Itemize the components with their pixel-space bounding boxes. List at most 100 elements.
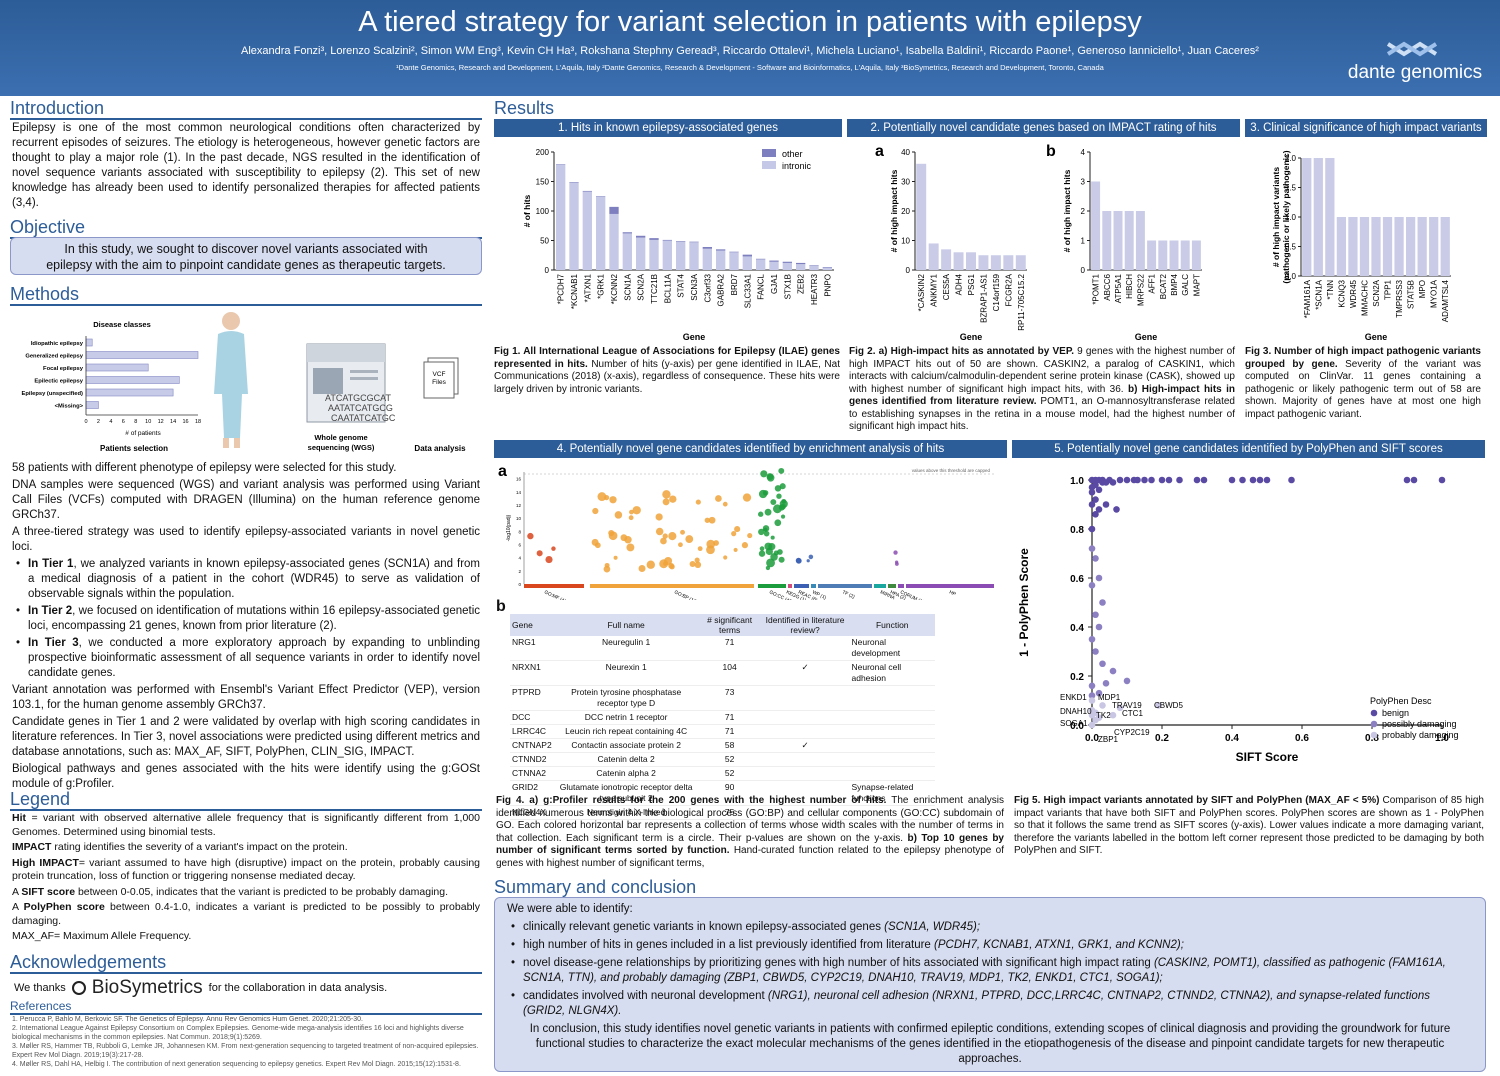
methods-figure: Disease classes Idiopathic epilepsy Gener… [21,312,466,453]
y-tick-label: 0 [518,582,521,587]
bar [978,255,989,270]
scatter-point [1134,476,1141,484]
tier3-bullet: In Tier 3, we conducted a more explorato… [12,636,480,681]
gene-table-grid: Gene Full name # significant terms Ident… [510,614,935,820]
y-tick-label: 20 [901,207,910,216]
legend-swatch [1370,709,1378,717]
category-bar [811,584,816,588]
bar-other [689,241,699,243]
y-tick-label: 150 [536,178,550,187]
bar [928,243,939,270]
term-point [780,514,786,519]
term-point [768,543,776,551]
term-point [592,507,599,515]
y-axis-label: # of high impact hits [889,169,899,252]
y-tick-label: 2 [518,569,521,574]
bar [1003,255,1014,270]
term-point [766,473,774,480]
wgs-label: Whole genome [314,433,367,442]
term-point [662,490,671,499]
x-tick-label: CES5A [942,273,951,300]
term-point [708,516,716,524]
bar-intronic [742,256,752,270]
bar [1147,240,1157,270]
scatter-point [1092,648,1099,655]
y-tick-label: 0.6 [1070,574,1084,585]
category-bar [906,584,994,588]
fig4a-chart: a values above this threshold are capped 0… [498,463,994,600]
bar [1429,217,1439,276]
term-point [770,499,777,506]
scatter-point [1088,488,1096,496]
x-tick-label: BZRAP1-AS1 [979,273,988,322]
term-point [668,562,675,569]
biosymetrics-logo-icon [71,981,86,995]
results-banner-5: 5. Potentially novel gene candidates ide… [1012,440,1485,458]
bar [953,252,964,270]
term-point [669,495,677,503]
term-point [734,526,741,533]
scatter-point [1239,476,1246,484]
term-point [655,527,664,536]
bar-other [596,196,606,197]
scatter-point [1228,476,1236,484]
table-row: PTPRD Protein tyrosine phosphatase recept… [510,685,935,711]
svg-text:VCF: VCF [433,371,446,378]
term-point [603,494,610,501]
x-tick-label: KCNQ3 [1337,279,1346,307]
methods-xlabel: # of patients [125,430,161,437]
legend-label: other [782,149,803,159]
bar-intronic [609,213,619,270]
term-point [758,528,765,536]
scatter-point [1095,486,1103,494]
refs-heading: References [10,999,482,1015]
legend-text: Hit = variant with observed alternative … [12,812,480,942]
scatter-point [1410,476,1418,484]
x-tick-label: *POMT1 [1092,273,1101,304]
y-tick-label: 6 [518,542,521,547]
bar-other [822,267,832,268]
bar-other [782,261,792,263]
bar-intronic [556,164,566,270]
x-tick-label: HIBCH [1125,274,1134,299]
point-annotation: CYP2C19 [1114,728,1150,737]
affiliations: ¹Dante Genomics, Research and Developmen… [396,63,1104,72]
bar-other [742,254,752,257]
legend-swatch [762,149,776,157]
term-point [781,498,787,504]
scatter-point [1099,660,1106,668]
fig4a-panel-label: a [498,463,507,480]
y-tick-label: 1.0 [1070,476,1084,487]
term-point [780,503,786,510]
scatter-point [1263,476,1271,484]
term-point [895,562,899,566]
legend-swatch [1370,731,1378,739]
methods-xtick: 4 [109,419,112,425]
category-bar [818,584,872,588]
term-point [776,493,782,499]
category-bar [758,584,786,588]
x-tick-label: *SCN1A [1314,279,1323,309]
y-tick-label: 3 [1081,178,1086,187]
bar-other [809,265,819,266]
results-banner-4: 4. Potentially novel gene candidates ide… [494,440,1007,458]
x-tick-label: BMP4 [1170,273,1179,295]
bar [1124,211,1134,270]
results-heading: Results [494,98,555,118]
category-label: GO:MF (4) [543,589,567,600]
x-tick-label: RP11-705C15.2 [1017,273,1026,330]
x-tick-label: SCN2A [637,273,646,300]
reference-item: 3. Møller RS, Hammer TB, Rubboli G, Lemk… [12,1043,479,1059]
disease-class-bar [85,401,99,409]
term-point [741,542,749,549]
term-point [759,546,765,551]
scatter-point [1099,479,1106,486]
results-banner-2: 2. Potentially novel candidate genes bas… [847,119,1240,137]
term-point [527,532,534,540]
methods-xtick: 8 [134,419,137,425]
category-label: HP [948,589,957,597]
bar-other [662,239,672,241]
bar [916,163,927,270]
scatter-point [1249,476,1257,484]
point-annotation: ZBP1 [1098,735,1119,744]
